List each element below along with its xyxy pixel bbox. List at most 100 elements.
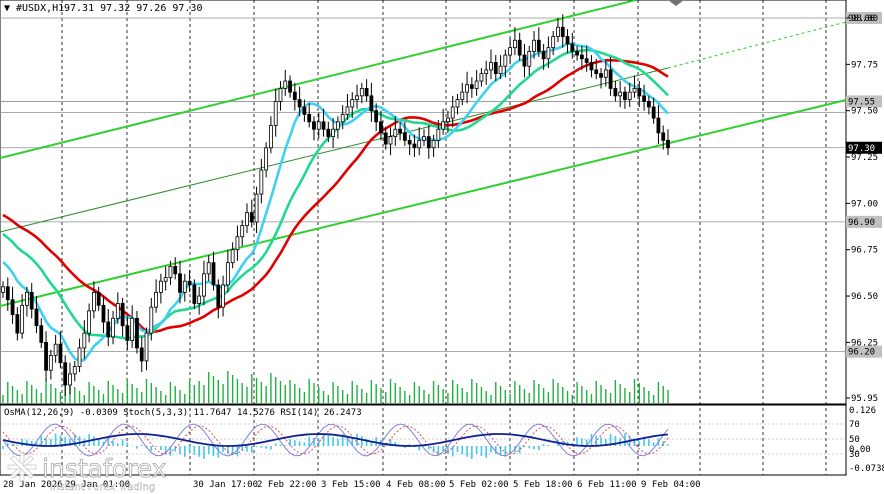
candle-body-34 bbox=[163, 277, 168, 282]
chart-title-arrow: ▼ bbox=[4, 3, 10, 14]
candle-body-122 bbox=[584, 58, 589, 63]
candle-body-13 bbox=[63, 362, 68, 386]
x-tick-label-8: 6 Feb 11:00 bbox=[577, 480, 637, 490]
candle-body-69 bbox=[331, 128, 336, 138]
candle-body-31 bbox=[149, 306, 154, 334]
y-tick-label-1: 97.75 bbox=[851, 60, 878, 70]
y-tick-label-8: 95.95 bbox=[851, 394, 878, 404]
candle-body-128 bbox=[613, 88, 618, 97]
candle-body-81 bbox=[388, 136, 393, 145]
candle-body-0 bbox=[1, 286, 5, 293]
level-tag-label-4: 96.20 bbox=[848, 348, 875, 358]
candle-body-66 bbox=[316, 121, 321, 130]
level-tag-label-3: 96.90 bbox=[848, 218, 875, 228]
instaforex-logo-icon bbox=[7, 452, 37, 482]
candle-body-23 bbox=[111, 317, 115, 338]
candle-body-72 bbox=[345, 106, 350, 115]
candle-body-82 bbox=[393, 128, 398, 138]
chart-title-symbol: #USDX,H1 bbox=[16, 3, 64, 14]
candle-body-48 bbox=[230, 249, 235, 264]
ind-tick-label-1: 70 bbox=[849, 420, 860, 430]
ind-tick-label-5: -0.0738 bbox=[849, 464, 884, 474]
price-axis: 98.00 97.75 97.50 97.25 97.00 96.75 96.50 96.25… bbox=[846, 14, 878, 404]
time-axis: 28 Jan 2026 29 Jan 01:00 30 Jan 17:002 Feb… bbox=[3, 480, 701, 490]
candle-body-61 bbox=[292, 91, 297, 100]
level-tag-label-1: 97.55 bbox=[848, 97, 875, 107]
ind-tick-label-4: 0.00 bbox=[849, 445, 871, 455]
candle-body-97 bbox=[465, 84, 469, 93]
candle-body-77 bbox=[369, 95, 374, 112]
level-tag-1 bbox=[846, 95, 882, 108]
x-tick-label-1: 29 Jan 01:00 bbox=[65, 480, 130, 490]
indicator-label: OsMA(12,26,9) -0.0309 Stoch(5,3,3) 11.76… bbox=[4, 408, 362, 418]
x-tick-label-6: 5 Feb 02:00 bbox=[449, 480, 509, 490]
level-tag-4 bbox=[846, 345, 882, 358]
candle-body-49 bbox=[235, 236, 240, 251]
candle-body-98 bbox=[469, 84, 474, 89]
candle-body-3 bbox=[15, 314, 20, 334]
chart-title-ohlc: 97.31 97.32 97.26 97.30 bbox=[64, 3, 202, 14]
candle-body-101 bbox=[484, 69, 489, 75]
chart-shift-icon[interactable] bbox=[668, 0, 684, 6]
level-tag-label-0: 98.00 bbox=[848, 14, 875, 24]
candle-body-139 bbox=[666, 139, 670, 149]
candle-body-24 bbox=[115, 303, 120, 319]
candle-body-11 bbox=[53, 343, 58, 356]
candle-body-19 bbox=[91, 291, 96, 312]
y-tick-label-7: 96.25 bbox=[851, 338, 878, 348]
candle-body-18 bbox=[87, 310, 92, 334]
candle-body-4 bbox=[20, 304, 25, 334]
candle-body-87 bbox=[417, 139, 422, 149]
candle-body-25 bbox=[120, 303, 125, 327]
candle-body-105 bbox=[503, 54, 508, 67]
candle-body-63 bbox=[302, 106, 307, 115]
channel-upper-line bbox=[0, 0, 637, 159]
candle-body-5 bbox=[25, 291, 29, 306]
candle-body-2 bbox=[10, 299, 15, 315]
candle-body-136 bbox=[651, 106, 656, 119]
x-tick-label-4: 3 Feb 15:00 bbox=[321, 480, 381, 490]
candle-body-112 bbox=[536, 39, 541, 52]
x-tick-label-0: 28 Jan 2026 bbox=[3, 480, 63, 490]
x-tick-label-2: 30 Jan 17:00 bbox=[193, 480, 258, 490]
candle-body-59 bbox=[283, 80, 288, 89]
candle-body-6 bbox=[29, 291, 34, 310]
candle-body-117 bbox=[560, 26, 565, 37]
candle-body-115 bbox=[551, 36, 556, 49]
candle-body-100 bbox=[479, 73, 484, 82]
candle-body-123 bbox=[589, 62, 594, 71]
candle-body-16 bbox=[77, 347, 82, 367]
candle-body-74 bbox=[355, 95, 359, 100]
candle-body-99 bbox=[474, 80, 479, 89]
candle-body-126 bbox=[603, 69, 608, 78]
candle-body-88 bbox=[422, 136, 426, 141]
candle-body-131 bbox=[627, 91, 632, 100]
y-tick-label-4: 97.00 bbox=[851, 199, 878, 209]
candle-body-67 bbox=[321, 121, 326, 130]
candle-body-130 bbox=[623, 91, 627, 100]
candle-body-17 bbox=[82, 332, 87, 349]
candle-body-27 bbox=[130, 317, 135, 341]
candle-body-40 bbox=[192, 284, 197, 304]
candle-body-14 bbox=[68, 373, 72, 386]
candle-body-119 bbox=[570, 43, 575, 52]
candle-body-9 bbox=[44, 341, 48, 371]
candle-body-8 bbox=[39, 325, 44, 343]
x-tick-label-9: 9 Feb 04:00 bbox=[641, 480, 701, 490]
candle-body-94 bbox=[450, 106, 455, 119]
candle-body-32 bbox=[154, 291, 158, 308]
indicator-panel: 0.126 70 50 300.00 -0.0738 bbox=[0, 406, 884, 474]
candle-body-56 bbox=[269, 125, 273, 149]
candle-body-70 bbox=[335, 121, 340, 130]
candle-body-10 bbox=[48, 354, 53, 371]
candle-body-79 bbox=[379, 121, 383, 134]
x-tick-label-3: 2 Feb 22:00 bbox=[257, 480, 317, 490]
candle-body-116 bbox=[556, 26, 560, 37]
ind-tick-label-2: 50 bbox=[849, 435, 860, 445]
candle-body-102 bbox=[489, 62, 493, 71]
candle-body-46 bbox=[221, 284, 225, 308]
instaforex-logo: instaforex Instant Forex Trading bbox=[7, 452, 167, 493]
candle-body-47 bbox=[225, 262, 230, 286]
candle-body-76 bbox=[364, 88, 369, 97]
